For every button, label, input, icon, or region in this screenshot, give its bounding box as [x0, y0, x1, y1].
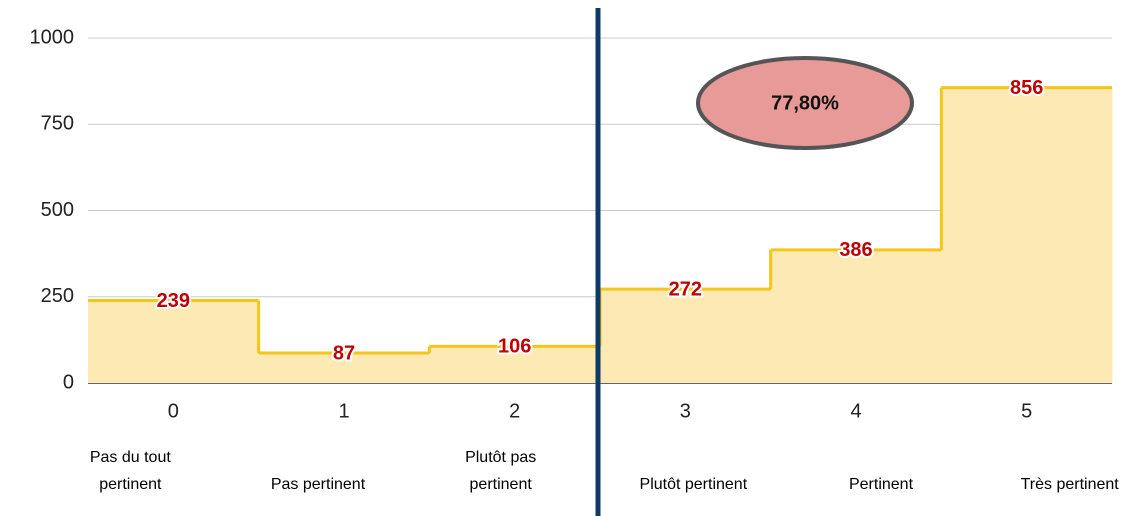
category-description: Pertinent	[848, 476, 914, 493]
data-label: 386	[839, 239, 872, 261]
annotation-bubble	[696, 56, 914, 150]
category-description: Pas pertinent	[270, 476, 366, 493]
area-segment	[88, 300, 260, 383]
category-description: Plutôt pas pertinent	[465, 449, 537, 493]
data-label: 272	[669, 278, 702, 300]
area-segment	[770, 249, 942, 383]
y-tick-label: 1000	[30, 26, 75, 48]
x-tick-label: 4	[850, 400, 861, 422]
x-tick-label: 0	[168, 400, 179, 422]
area-segment	[258, 352, 430, 383]
category-description: Plutôt pertinent	[639, 476, 748, 493]
category-description: Très pertinent	[1020, 476, 1119, 493]
area-segment	[941, 87, 1113, 384]
x-tick-label: 3	[680, 400, 691, 422]
y-tick-label: 500	[41, 199, 74, 221]
area-segment	[429, 346, 601, 383]
area-segment	[600, 289, 772, 383]
y-tick-label: 0	[63, 371, 74, 393]
data-label: 856	[1010, 77, 1043, 99]
x-tick-label: 2	[509, 400, 520, 422]
data-label: 87	[333, 342, 355, 364]
data-label: 106	[498, 336, 531, 358]
annotation: 77,80%	[771, 92, 839, 114]
x-tick-label: 1	[338, 400, 349, 422]
category-description: Pas du tout pertinent	[89, 449, 171, 493]
data-label: 239	[157, 290, 190, 312]
y-tick-label: 250	[41, 285, 74, 307]
x-tick-label: 5	[1021, 400, 1032, 422]
y-tick-label: 750	[41, 113, 74, 135]
